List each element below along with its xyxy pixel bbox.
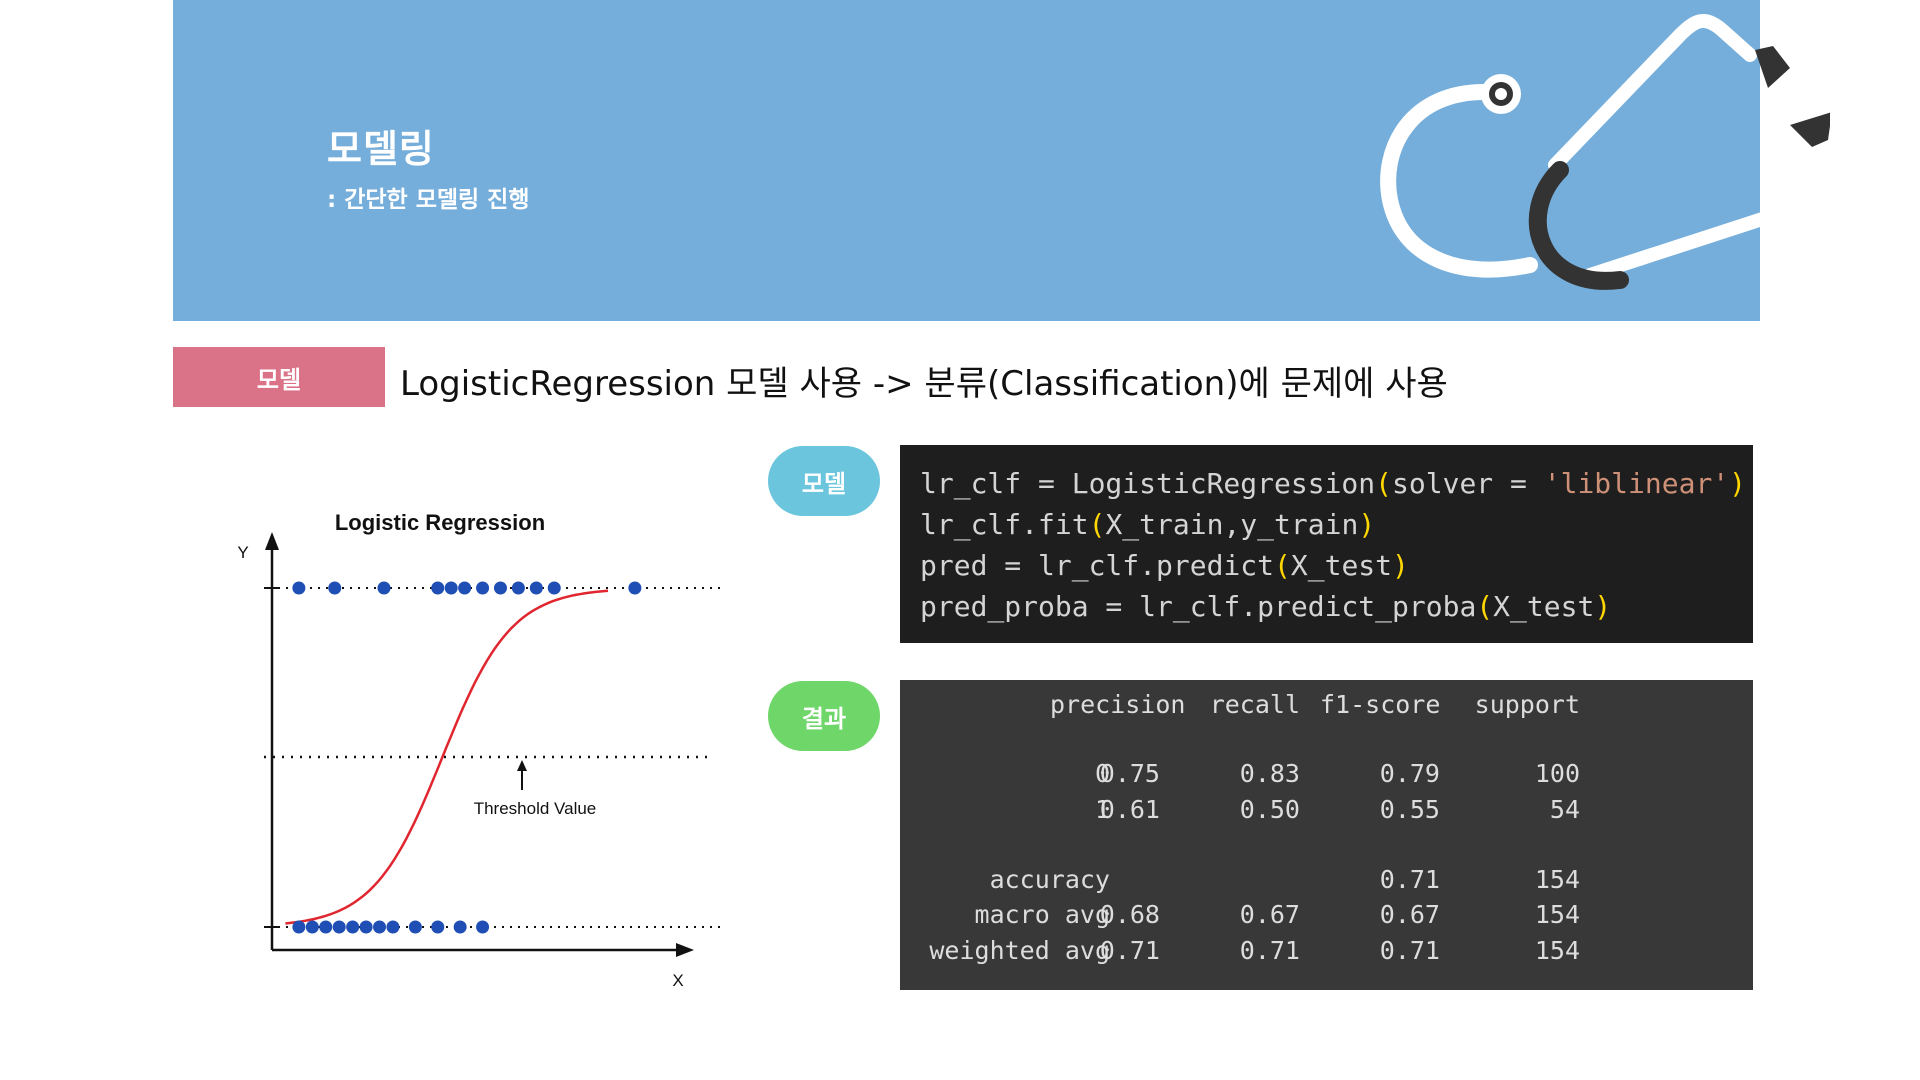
cell-f1: 0.71 xyxy=(1379,936,1440,965)
cell-precision: 0.75 xyxy=(1099,759,1160,788)
cell-f1: 0.71 xyxy=(1379,865,1440,894)
cell-recall: 0.50 xyxy=(1239,795,1300,824)
y-axis-arrow xyxy=(265,532,279,550)
cell-support: 100 xyxy=(1534,759,1580,788)
x-axis-label: X xyxy=(672,971,683,990)
data-point xyxy=(529,581,543,595)
data-point xyxy=(476,581,490,595)
row-label: 1 xyxy=(1094,795,1110,824)
data-point xyxy=(453,920,467,934)
code-line-4: pred_proba = lr_clf.predict_proba(X_test… xyxy=(920,586,1733,627)
code-token: lr_clf.fit xyxy=(920,508,1089,541)
stethoscope-icon xyxy=(1380,14,1830,290)
cell-recall: 0.83 xyxy=(1239,759,1300,788)
row-label: 0 xyxy=(1094,759,1110,788)
header-support: support xyxy=(1474,690,1580,719)
data-point xyxy=(292,920,306,934)
code-paren: ) xyxy=(1392,549,1409,582)
code-line-3: pred = lr_clf.predict(X_test) xyxy=(920,545,1733,586)
header-f1: f1-score xyxy=(1320,690,1441,719)
data-point xyxy=(444,581,458,595)
row-label: macro avg xyxy=(974,900,1110,929)
code-string: 'liblinear' xyxy=(1543,467,1730,500)
code-block: lr_clf = LogisticRegression(solver = 'li… xyxy=(900,445,1753,643)
code-token: X_test xyxy=(1493,590,1595,623)
header-recall: recall xyxy=(1209,690,1300,719)
data-point xyxy=(305,920,319,934)
code-paren: ( xyxy=(1274,549,1291,582)
code-paren: ( xyxy=(1088,508,1106,541)
cell-f1: 0.67 xyxy=(1379,900,1440,929)
sigmoid-curve xyxy=(285,589,609,925)
code-paren: ) xyxy=(1729,467,1747,500)
code-paren: ( xyxy=(1476,590,1494,623)
section-description: LogisticRegression 모델 사용 -> 분류(Classific… xyxy=(400,364,1448,404)
code-token: X_train,y_train xyxy=(1105,508,1359,541)
code-line-1: lr_clf = LogisticRegression(solver = 'li… xyxy=(920,463,1746,504)
model-pill: 모델 xyxy=(768,446,880,516)
data-point xyxy=(292,581,306,595)
data-point xyxy=(359,920,373,934)
data-point xyxy=(493,581,507,595)
row-label: weighted avg xyxy=(929,936,1110,965)
code-token: X_test xyxy=(1290,549,1393,582)
cell-f1: 0.55 xyxy=(1379,795,1440,824)
result-pill: 결과 xyxy=(768,681,880,751)
y-axis-label: Y xyxy=(237,543,248,562)
data-point xyxy=(476,920,490,934)
data-point xyxy=(332,920,346,934)
cell-precision: 0.71 xyxy=(1099,936,1160,965)
cell-recall: 0.71 xyxy=(1239,936,1300,965)
code-paren: ) xyxy=(1358,508,1376,541)
cell-support: 154 xyxy=(1534,865,1580,894)
cell-recall: 0.67 xyxy=(1239,900,1300,929)
code-token: pred_proba = lr_clf.predict_proba xyxy=(920,590,1477,623)
row-label: accuracy xyxy=(989,865,1110,894)
cell-support: 154 xyxy=(1534,936,1580,965)
data-point xyxy=(377,581,391,595)
data-point xyxy=(458,581,472,595)
code-line-2: lr_clf.fit(X_train,y_train) xyxy=(920,504,1733,545)
classification-report: precision recall f1-score support 0 0.75… xyxy=(900,680,1753,990)
code-paren: ) xyxy=(1594,590,1612,623)
code-token: solver = xyxy=(1392,467,1544,500)
data-point xyxy=(408,920,422,934)
cell-support: 154 xyxy=(1534,900,1580,929)
code-token: lr_clf = LogisticRegression xyxy=(920,467,1376,500)
data-point xyxy=(547,581,561,595)
data-point xyxy=(328,581,342,595)
data-point xyxy=(346,920,360,934)
threshold-label: Threshold Value xyxy=(474,799,597,818)
cell-precision: 0.68 xyxy=(1099,900,1160,929)
cell-precision: 0.61 xyxy=(1099,795,1160,824)
page-title: 모델링 xyxy=(327,127,435,171)
page-subtitle: : 간단한 모델링 진행 xyxy=(327,187,530,213)
data-point xyxy=(511,581,525,595)
data-point xyxy=(319,920,333,934)
code-paren: ( xyxy=(1375,467,1393,500)
threshold-arrowhead xyxy=(517,760,527,771)
chart-title: Logistic Regression xyxy=(335,510,545,535)
data-point xyxy=(386,920,400,934)
cell-support: 54 xyxy=(1549,795,1580,824)
data-point xyxy=(373,920,387,934)
data-point xyxy=(431,581,445,595)
logistic-regression-chart: Logistic Regression Y X Threshold Value xyxy=(237,510,720,990)
header-precision: precision xyxy=(1050,690,1186,719)
section-tag: 모델 xyxy=(173,347,385,407)
x-axis-arrow xyxy=(676,943,694,957)
data-point xyxy=(431,920,445,934)
code-token: pred = lr_clf.predict xyxy=(920,549,1275,582)
data-point xyxy=(628,581,642,595)
cell-f1: 0.79 xyxy=(1379,759,1440,788)
